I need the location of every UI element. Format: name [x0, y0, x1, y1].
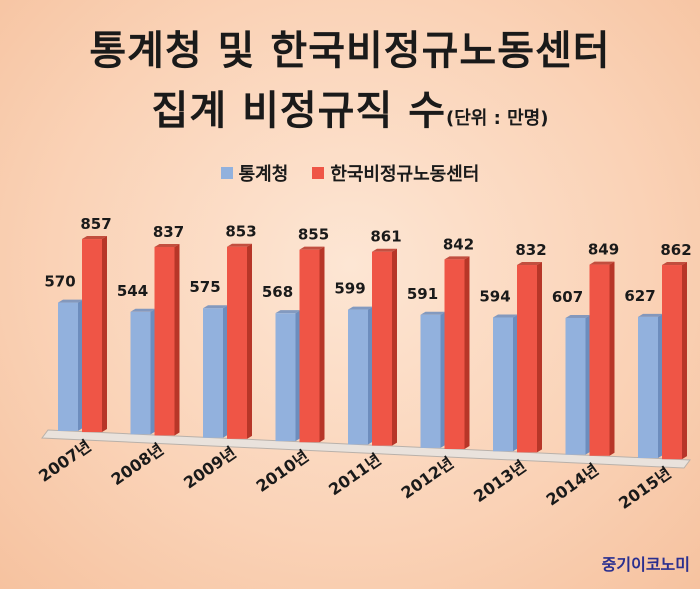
- data-label-series1-4: 599: [334, 280, 365, 298]
- legend: 통계청 한국비정규노동센터: [0, 160, 700, 186]
- chart-title-text: 집계 비정규직 수: [151, 88, 446, 134]
- bar-series1-1: [130, 311, 151, 435]
- bar-top-series2-7: [589, 261, 615, 265]
- data-label-series1-5: 591: [407, 285, 438, 303]
- unit-label: (단위 : 만명): [446, 108, 549, 129]
- legend-label-series1: 통계청: [238, 164, 289, 185]
- bar-side-series2-4: [392, 248, 397, 446]
- bar-side-series1-0: [78, 299, 83, 431]
- data-label-series2-3: 855: [298, 226, 329, 244]
- data-label-series2-1: 837: [153, 223, 184, 241]
- bar-top-series2-3: [299, 246, 325, 250]
- bar-side-series1-2: [223, 305, 228, 438]
- legend-swatch-series1: [220, 167, 233, 179]
- bar-top-series1-0: [58, 299, 83, 303]
- bar-series1-6: [493, 317, 513, 452]
- bar-side-series1-3: [295, 310, 301, 442]
- data-label-series1-2: 575: [189, 278, 220, 296]
- x-tick-label-8: 2015년: [615, 463, 674, 513]
- bar-side-series1-4: [368, 306, 373, 445]
- bar-series2-3: [299, 249, 320, 443]
- bar-side-series1-8: [658, 313, 663, 459]
- data-label-series2-5: 842: [443, 235, 474, 253]
- bar-series1-5: [420, 314, 441, 448]
- bar-series1-2: [203, 308, 223, 438]
- bar-top-series2-6: [517, 262, 542, 266]
- x-tick-label-1: 2008년: [108, 440, 167, 490]
- bar-side-series2-3: [319, 246, 325, 443]
- chart-title-line1: 통계청 및 한국비정규노동센터: [89, 28, 611, 74]
- data-label-series1-3: 568: [262, 283, 293, 301]
- legend-label-series2: 한국비정규노동센터: [330, 164, 480, 185]
- x-tick-label-5: 2012년: [398, 453, 457, 503]
- bar-side-series2-2: [247, 243, 252, 439]
- bar-top-series1-1: [130, 308, 156, 312]
- bar-top-series2-8: [662, 262, 687, 266]
- bar-side-series1-6: [513, 314, 518, 452]
- x-tick-label-2: 2009년: [180, 443, 239, 493]
- bar-side-series2-1: [174, 243, 180, 436]
- bar-series2-8: [662, 265, 682, 460]
- legend-swatch-series2: [312, 167, 325, 179]
- bar-series1-0: [58, 302, 78, 431]
- bar-top-series1-3: [275, 310, 301, 314]
- data-label-series2-6: 832: [515, 241, 546, 259]
- bar-side-series2-5: [464, 256, 470, 449]
- x-tick-label-4: 2011년: [325, 450, 384, 500]
- bar-top-series1-6: [493, 314, 518, 318]
- bar-side-series2-7: [609, 261, 615, 456]
- bar-series1-8: [638, 316, 658, 459]
- bar-series2-7: [589, 264, 610, 456]
- bar-series1-4: [348, 309, 368, 445]
- bar-top-series2-4: [372, 248, 397, 252]
- data-label-series1-8: 627: [624, 287, 655, 305]
- data-label-series2-0: 857: [80, 215, 111, 233]
- data-label-series1-7: 607: [552, 288, 583, 306]
- bar-side-series2-8: [682, 262, 687, 460]
- bar-series1-7: [565, 317, 586, 455]
- bar-side-series1-7: [585, 314, 591, 455]
- bar-side-series1-1: [150, 308, 156, 435]
- x-tick-label-0: 2007년: [35, 436, 94, 486]
- data-label-series2-7: 849: [588, 241, 619, 259]
- data-label-series2-4: 861: [370, 228, 401, 246]
- bar-top-series1-7: [565, 314, 591, 318]
- legend-item-series1: 통계청: [220, 160, 289, 186]
- bar-top-series2-5: [444, 256, 470, 260]
- data-label-series1-0: 570: [44, 273, 75, 291]
- x-tick-label-3: 2010년: [253, 446, 312, 496]
- bar-side-series1-5: [440, 311, 446, 448]
- bar-side-series2-0: [102, 236, 107, 433]
- x-tick-label-7: 2014년: [543, 460, 602, 510]
- bar-series2-0: [82, 239, 102, 433]
- brand-logo-text: 중기이코노미: [601, 555, 690, 574]
- bar-top-series1-2: [203, 305, 228, 309]
- bar-top-series2-0: [82, 236, 107, 240]
- bar-top-series2-2: [227, 243, 252, 247]
- bar-series2-5: [444, 259, 465, 449]
- bar-top-series1-5: [420, 311, 446, 315]
- data-label-series2-2: 853: [225, 223, 256, 241]
- bar-side-series2-6: [537, 262, 542, 453]
- bar-series2-6: [517, 265, 537, 453]
- bar-top-series1-8: [638, 313, 663, 317]
- data-label-series1-6: 594: [479, 287, 510, 305]
- bar-top-series2-1: [154, 243, 180, 247]
- data-label-series1-1: 544: [117, 282, 148, 300]
- chart-floor: [41, 429, 691, 469]
- bar-series2-4: [372, 251, 392, 446]
- legend-item-series2: 한국비정규노동센터: [312, 160, 479, 186]
- bar-series2-2: [227, 246, 247, 439]
- x-tick-label-6: 2013년: [470, 457, 529, 507]
- bar-series2-1: [154, 246, 175, 436]
- bar-series1-3: [275, 313, 296, 442]
- chart-title-line2: 집계 비정규직 수(단위 : 만명): [0, 78, 700, 136]
- data-label-series2-8: 862: [660, 241, 691, 259]
- bar-top-series1-4: [348, 306, 373, 310]
